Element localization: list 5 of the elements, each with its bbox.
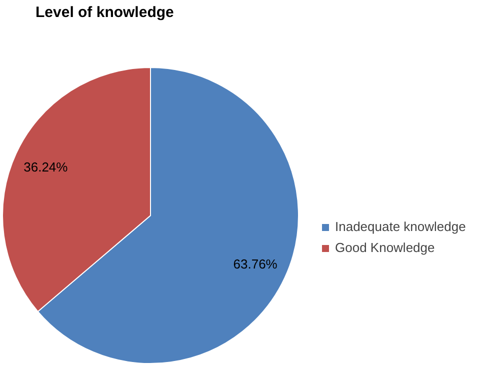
data-label: 63.76% [233,256,278,272]
legend-label: Inadequate knowledge [335,219,466,234]
chart-title: Level of knowledge [36,4,174,21]
legend-label: Good Knowledge [335,240,435,255]
data-label: 36.24% [24,160,68,175]
